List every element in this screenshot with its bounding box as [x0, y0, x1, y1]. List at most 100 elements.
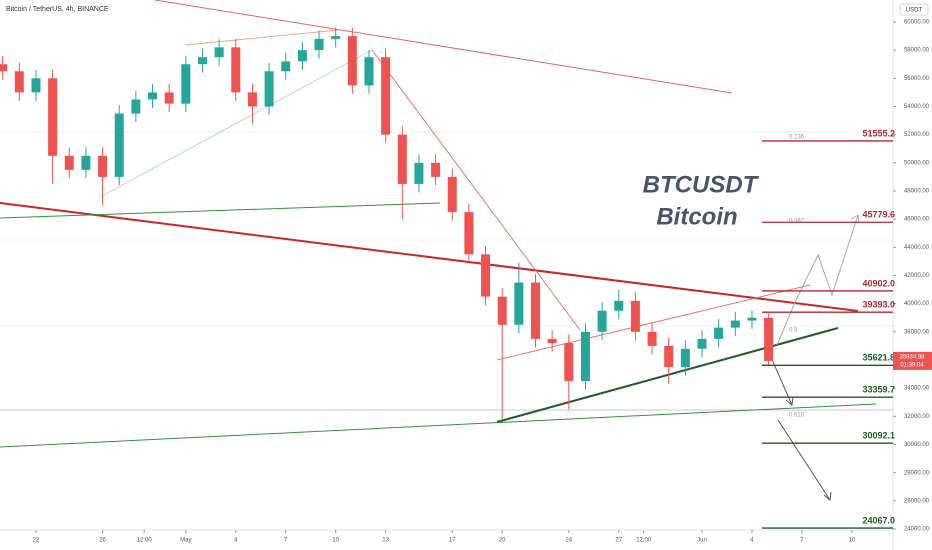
y-tick-label: 46000.00: [904, 217, 930, 223]
candle-body: [614, 300, 624, 311]
candle-body: [597, 310, 607, 332]
candle-body: [431, 162, 441, 177]
level-label: 45779.6: [862, 210, 895, 220]
last-price-tag: [893, 351, 932, 370]
fib-label: 0.382: [789, 219, 805, 225]
annotation: Bitcoin: [656, 203, 737, 230]
x-tick-label: 24: [565, 538, 572, 544]
candle-body: [231, 47, 241, 93]
arrow-head: [785, 396, 794, 406]
candle-body: [697, 338, 707, 349]
y-tick-label: 42000.00: [904, 273, 930, 279]
candle-body: [364, 57, 374, 86]
candle-body: [48, 78, 58, 156]
candle-body: [331, 36, 341, 39]
level-label: 33359.7: [862, 385, 895, 395]
trend-line: [99, 49, 373, 198]
x-tick-label: 26: [99, 538, 106, 544]
y-tick-label: 52000.00: [904, 132, 930, 138]
level-label: 30092.1: [862, 431, 895, 441]
x-tick-label: Jun: [697, 538, 707, 544]
candle-body: [281, 61, 291, 72]
trend-line: [371, 49, 581, 331]
fib-label: 0.5: [789, 328, 798, 334]
trend-line: [0, 202, 859, 312]
candle-body: [297, 50, 307, 62]
arrow-head: [823, 491, 832, 501]
candle-body: [531, 282, 541, 339]
x-tick-label: 27: [615, 538, 622, 544]
y-tick-label: 60000.00: [904, 20, 930, 26]
y-tick-label: 30000.00: [904, 442, 930, 448]
level-label: 24067.0: [862, 515, 895, 525]
y-tick-label: 48000.00: [904, 189, 930, 195]
level-label: 40902.0: [862, 278, 895, 288]
y-tick-label: 44000.00: [904, 245, 930, 251]
y-tick-label: 34000.00: [904, 386, 930, 392]
fib-label: 0.236: [789, 135, 805, 141]
candle-body: [580, 331, 590, 382]
x-tick-label: 7: [800, 538, 804, 544]
arrow: [777, 419, 831, 501]
y-tick-label: 28000.00: [904, 470, 930, 476]
candle-body: [464, 212, 474, 255]
candle-body: [514, 282, 524, 325]
candle-body: [247, 92, 257, 107]
candle-body: [447, 176, 457, 213]
arrow-head: [850, 214, 860, 224]
x-tick-label: 12:00: [137, 538, 153, 544]
candle-body: [197, 57, 207, 65]
candle-body: [764, 317, 774, 361]
candle-body: [148, 92, 158, 100]
candle-body: [14, 71, 24, 93]
candle-body: [81, 155, 91, 170]
candle-body: [314, 38, 324, 51]
y-tick-label: 26000.00: [904, 498, 930, 504]
y-tick-label: 32000.00: [904, 414, 930, 420]
countdown: 01:39:04: [900, 362, 924, 368]
chart-header: Bitcoin / TetherUS, 4h, BINANCE: [6, 6, 109, 13]
currency-button[interactable]: [899, 3, 929, 16]
arrow: [776, 214, 859, 346]
candle-body: [114, 113, 124, 177]
candle-body: [747, 317, 757, 321]
y-tick-label: 58000.00: [904, 48, 930, 54]
trend-line: [154, 0, 733, 94]
level-label: 51555.2: [862, 128, 895, 138]
drawings: [0, 0, 893, 501]
candle-body: [31, 78, 41, 93]
candle-body: [131, 99, 141, 114]
currency-label[interactable]: USDT: [906, 8, 923, 14]
last-price-label: 35934.98: [899, 354, 925, 360]
y-tick-label: 40000.00: [904, 301, 930, 307]
candle-body: [381, 57, 391, 135]
level-label: 35621.8: [862, 353, 895, 363]
x-tick-label: 22: [33, 538, 40, 544]
x-tick-label: 12:00: [636, 538, 652, 544]
fib-label: 0.618: [789, 413, 805, 419]
candle-body: [730, 320, 740, 328]
annotation: BTCUSDT: [643, 171, 760, 198]
trend-line: [496, 327, 839, 423]
x-tick-label: 4: [234, 538, 238, 544]
candle-body: [0, 64, 8, 72]
trend-line: [496, 284, 811, 361]
x-tick-label: 13: [382, 538, 389, 544]
candle-body: [164, 92, 174, 104]
y-tick-label: 54000.00: [904, 104, 930, 110]
candle-body: [181, 64, 191, 104]
candle-body: [347, 36, 357, 86]
y-tick-label: 38000.00: [904, 329, 930, 335]
candle-body: [714, 327, 724, 339]
x-tick-label: 17: [449, 538, 456, 544]
y-tick-label: 50000.00: [904, 160, 930, 166]
candle-body: [664, 345, 674, 368]
candle-body: [264, 71, 274, 107]
trend-line: [184, 29, 339, 46]
y-tick-label: 56000.00: [904, 76, 930, 82]
x-tick-label: 10: [849, 538, 856, 544]
candle-body: [497, 296, 507, 325]
